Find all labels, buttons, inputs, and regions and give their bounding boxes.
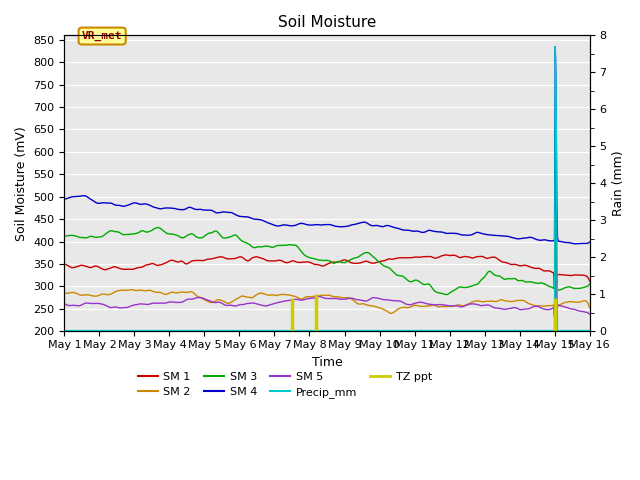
X-axis label: Time: Time	[312, 356, 342, 369]
Text: VR_met: VR_met	[82, 31, 122, 41]
Title: Soil Moisture: Soil Moisture	[278, 15, 376, 30]
Legend: SM 1, SM 2, SM 3, SM 4, SM 5, Precip_mm, TZ ppt: SM 1, SM 2, SM 3, SM 4, SM 5, Precip_mm,…	[133, 367, 436, 403]
Y-axis label: Soil Moisture (mV): Soil Moisture (mV)	[15, 126, 28, 240]
Y-axis label: Rain (mm): Rain (mm)	[612, 151, 625, 216]
